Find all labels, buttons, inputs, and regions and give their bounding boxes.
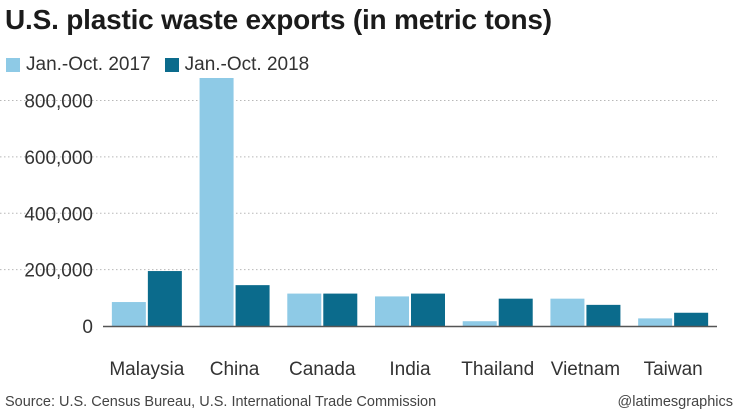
x-tick-label-canada: Canada	[289, 359, 356, 380]
x-axis-tick-labels: Malaysia China Canada India Thailand Vietnam T…	[109, 359, 702, 380]
bar-vietnam-2018	[586, 304, 621, 326]
bar-india-2018	[411, 293, 445, 326]
bar-thailand-2018	[498, 298, 533, 326]
legend-item-2017: Jan.-Oct. 2017	[6, 54, 151, 76]
bar-thailand-2017	[462, 321, 497, 326]
bar-malaysia-2017	[111, 302, 146, 326]
bar-canada-2017	[287, 293, 322, 326]
y-tick-label: 200,000	[24, 261, 93, 282]
legend-label-2018: Jan.-Oct. 2018	[184, 54, 310, 75]
bar-india-2017	[375, 296, 409, 326]
x-tick-label-taiwan: Taiwan	[644, 359, 703, 380]
source-note: Source: U.S. Census Bureau, U.S. Interna…	[5, 394, 437, 410]
bars	[111, 78, 709, 326]
bar-vietnam-2017	[550, 298, 585, 326]
x-tick-label-malaysia: Malaysia	[109, 359, 184, 380]
y-tick-label: 800,000	[24, 92, 93, 113]
y-axis-tick-labels: 0 200,000 400,000 600,000 800,000	[24, 92, 93, 338]
x-tick-label-vietnam: Vietnam	[551, 359, 620, 380]
y-tick-label: 400,000	[24, 204, 93, 225]
chart-legend: Jan.-Oct. 2017 Jan.-Oct. 2018	[6, 54, 323, 76]
y-tick-label: 0	[82, 317, 93, 338]
y-tick-label: 600,000	[24, 148, 93, 169]
legend-item-2018: Jan.-Oct. 2018	[164, 54, 310, 76]
chart-title: U.S. plastic waste exports (in metric to…	[5, 4, 552, 35]
bar-taiwan-2017	[638, 318, 673, 326]
bar-china-2018	[235, 285, 270, 326]
gridlines	[0, 100, 717, 271]
credit-note: @latimesgraphics	[617, 394, 733, 410]
legend-swatch-2018	[164, 58, 179, 72]
x-tick-label-china: China	[210, 359, 260, 380]
x-tick-label-thailand: Thailand	[461, 359, 534, 380]
bar-canada-2018	[323, 293, 358, 326]
x-tick-label-india: India	[389, 359, 431, 380]
bar-china-2017	[199, 78, 234, 326]
bar-taiwan-2018	[674, 312, 709, 326]
bar-malaysia-2018	[147, 271, 182, 326]
legend-label-2017: Jan.-Oct. 2017	[26, 54, 151, 75]
legend-swatch-2017	[6, 58, 20, 72]
